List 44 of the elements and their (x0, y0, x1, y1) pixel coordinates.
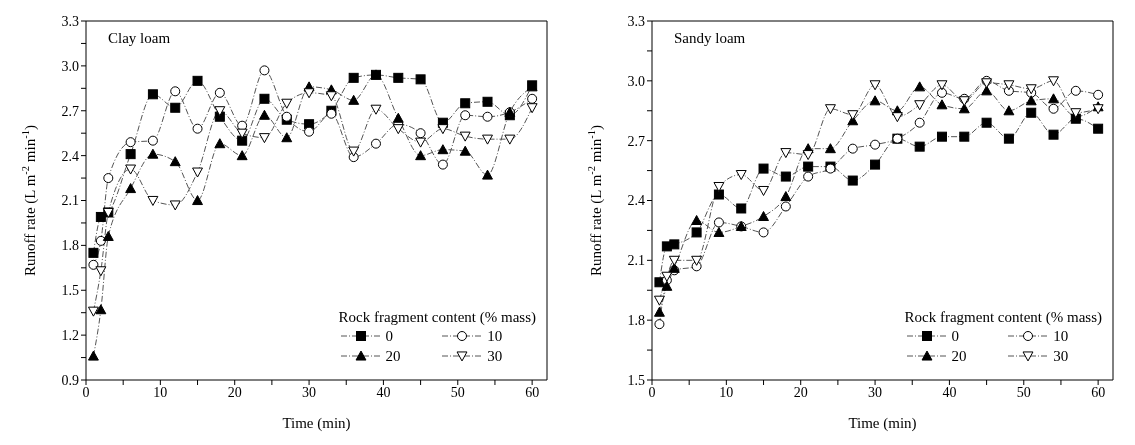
y-tick-label: 3.0 (61, 58, 79, 74)
legend-title: Rock fragment content (% mass) (338, 309, 536, 326)
y-tick-label: 3.3 (61, 13, 79, 29)
y-tick-label: 2.1 (61, 193, 79, 209)
y-tick-label: 3.3 (627, 13, 645, 29)
x-tick-label: 50 (450, 384, 465, 400)
y-tick-label: 2.7 (627, 133, 645, 149)
y-tick-label: 2.1 (627, 253, 645, 269)
y-tick-label: 3.0 (627, 73, 645, 89)
x-tick-label: 50 (1016, 384, 1031, 400)
y-tick-label: 1.2 (61, 328, 79, 344)
legend-label: 20 (385, 347, 401, 365)
y-tick-label: 2.7 (61, 103, 79, 119)
y-tick-label: 1.5 (627, 372, 645, 388)
x-tick-label: 10 (719, 384, 734, 400)
y-tick-label: 1.8 (61, 238, 79, 254)
x-tick-label: 20 (227, 384, 242, 400)
legend-label: 0 (951, 327, 960, 345)
legend-label: 30 (1053, 347, 1069, 365)
x-tick-label: 10 (153, 384, 168, 400)
legend-label: 10 (487, 327, 503, 345)
x-tick-label: 30 (302, 384, 317, 400)
y-tick-label: 2.4 (61, 148, 79, 164)
x-tick-label: 0 (82, 384, 90, 400)
x-tick-label: 40 (376, 384, 391, 400)
legend-label: 30 (487, 347, 503, 365)
y-tick-label: 1.8 (627, 313, 645, 329)
legend-label: 10 (1053, 327, 1069, 345)
y-tick-label: 0.9 (61, 372, 79, 388)
legend-label: 0 (385, 327, 394, 345)
x-tick-label: 20 (793, 384, 808, 400)
x-tick-label: 30 (868, 384, 883, 400)
legend-title: Rock fragment content (% mass) (904, 309, 1102, 326)
y-tick-label: 1.5 (61, 283, 79, 299)
text: Sandy loam (674, 30, 746, 47)
legend-label: 20 (951, 347, 967, 365)
x-tick-label: 60 (1091, 384, 1106, 400)
x-tick-label: 60 (525, 384, 540, 400)
x-axis-title: Time (min) (848, 415, 917, 432)
text: Clay loam (108, 30, 171, 47)
x-tick-label: 0 (648, 384, 656, 400)
x-tick-label: 40 (942, 384, 957, 400)
x-axis-title: Time (min) (282, 415, 351, 432)
y-tick-label: 2.4 (627, 193, 645, 209)
